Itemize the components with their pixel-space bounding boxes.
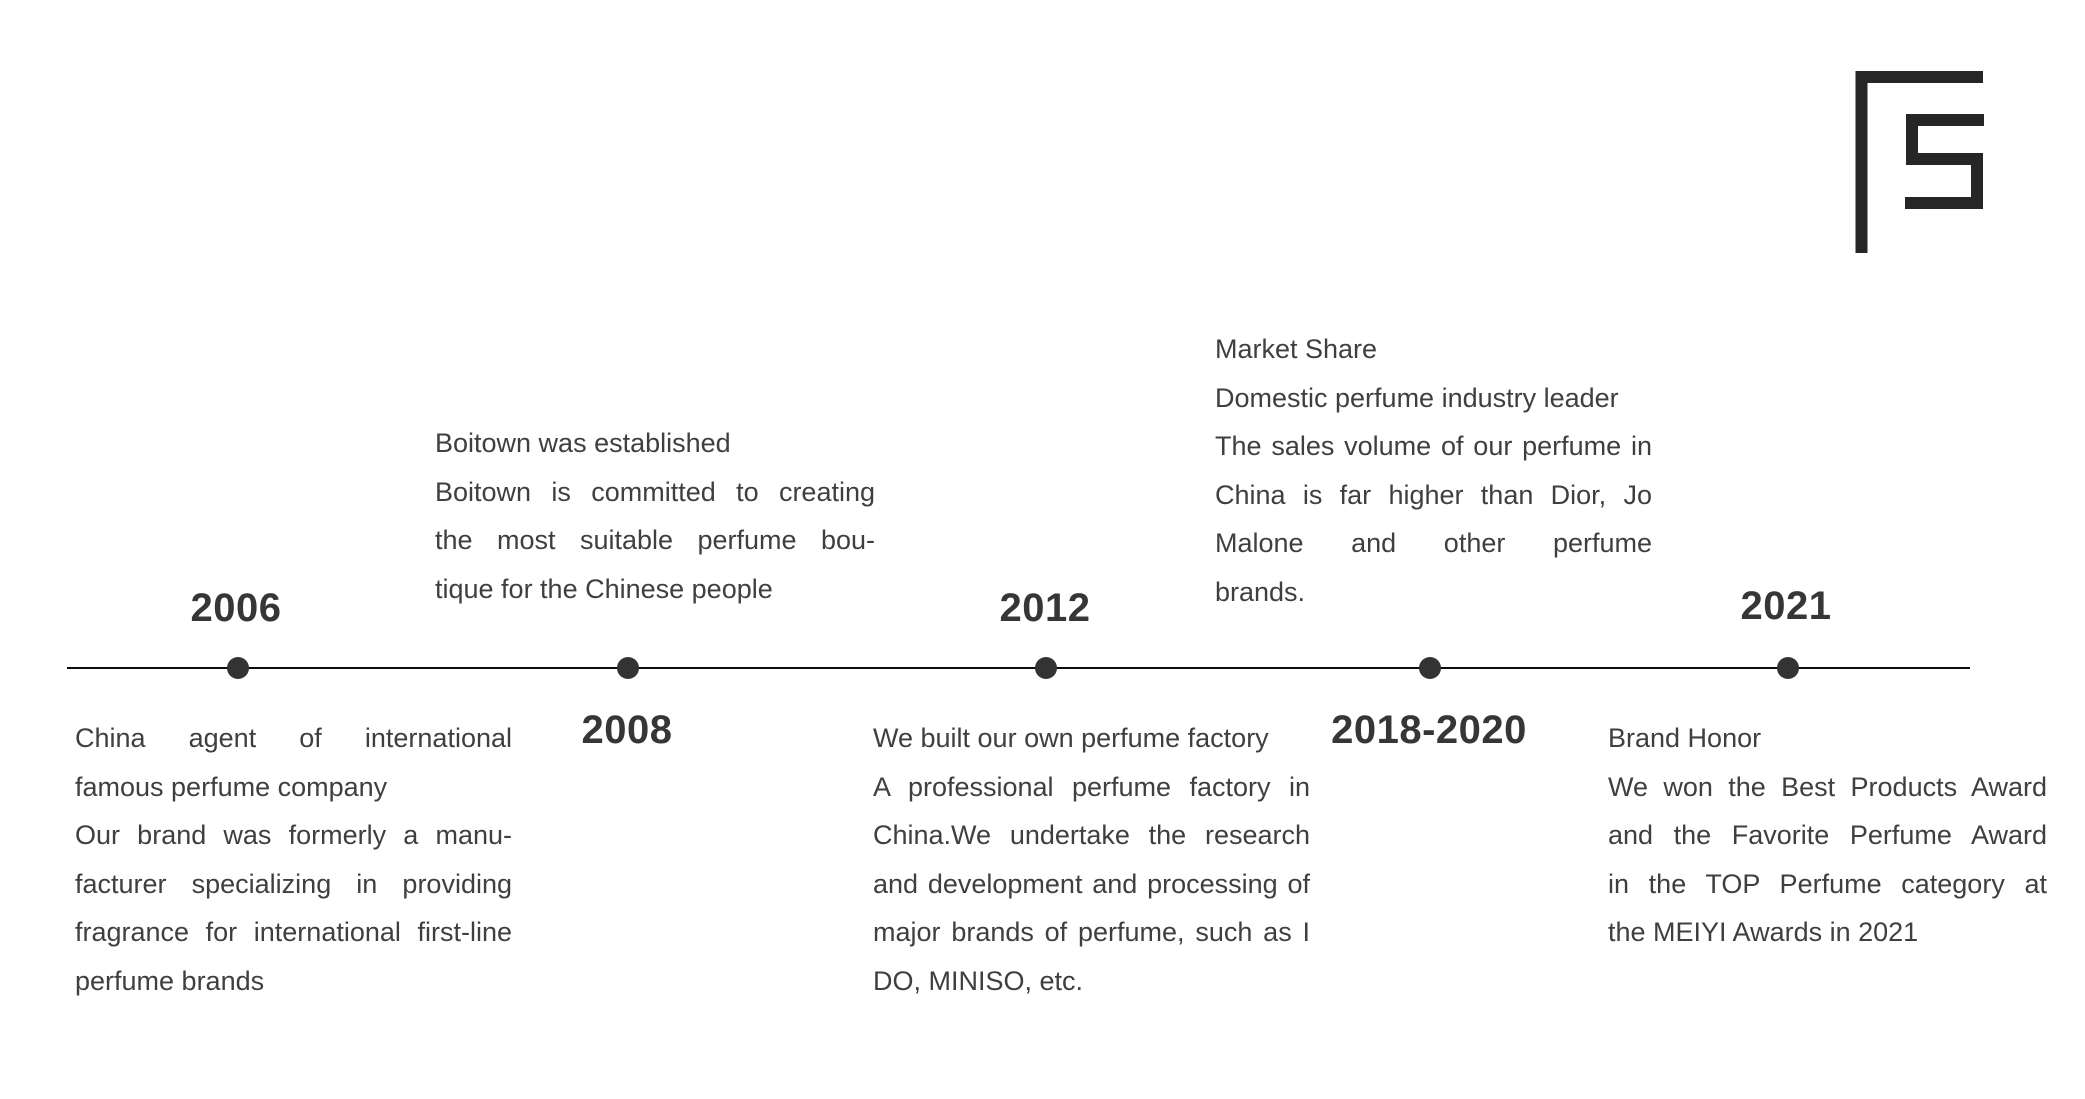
timeline-text-line: A professional perfume factory in <box>873 771 1310 802</box>
timeline-text-line: Brand Honor <box>1608 723 1762 753</box>
year-label-2021: 2021 <box>1740 584 1832 628</box>
timeline-text-line: Boitown is committed to creating <box>435 476 875 507</box>
year-label-2006: 2006 <box>190 586 282 630</box>
timeline-text-line: brands. <box>1215 576 1306 607</box>
timeline-dot-2012 <box>1035 657 1057 679</box>
timeline-text-line: DO, MINISO, etc. <box>873 965 1084 996</box>
timeline-text-line: fragrance for international first-line <box>75 917 512 947</box>
timeline-text-line: China agent of international <box>75 723 512 753</box>
year-label-2012: 2012 <box>999 586 1091 630</box>
timeline-text-line: and the Favorite Perfume Award <box>1608 820 2047 850</box>
timeline-text-line: and development and processing of <box>873 868 1310 899</box>
timeline-text-line: Boitown was established <box>435 428 731 458</box>
timeline-axis <box>67 667 1970 669</box>
timeline-text-line: The sales volume of our perfume in <box>1215 431 1652 461</box>
timeline-text-line: Market Share <box>1215 334 1378 364</box>
timeline-dot-2021 <box>1777 657 1799 679</box>
timeline-text-line: Domestic perfume industry leader <box>1215 382 1619 413</box>
timeline-text-line: in the TOP Perfume category at <box>1608 868 2047 899</box>
timeline-text-line: We won the Best Products Award <box>1608 771 2047 802</box>
milestone-text-2008: Boitown was established Boitown is commit… <box>435 419 875 613</box>
timeline-text-line: China.We undertake the research <box>873 820 1310 850</box>
timeline-text-line: Malone and other perfume <box>1215 528 1652 558</box>
milestone-text-2006: China agent of international famous perfu… <box>75 714 512 1005</box>
milestone-text-2018-2020: Market Share Domestic perfume industry le… <box>1215 325 1652 616</box>
timeline-text-line: famous perfume company <box>75 771 388 802</box>
timeline-text-line: perfume brands <box>75 965 265 996</box>
timeline-dot-2006 <box>227 657 249 679</box>
timeline-text-line: the most suitable perfume bou- <box>435 525 875 555</box>
timeline-text-line: major brands of perfume, such as I <box>873 917 1310 947</box>
timeline-text-line: China is far higher than Dior, Jo <box>1215 479 1652 510</box>
fs-logo-icon <box>1855 71 1984 253</box>
timeline-text-line: Our brand was formerly a manu- <box>75 820 512 850</box>
timeline-dot-2018-2020 <box>1419 657 1441 679</box>
timeline-dot-2008 <box>617 657 639 679</box>
year-label-2018-2020: 2018-2020 <box>1331 708 1527 752</box>
timeline-text-line: We built our own perfume factory <box>873 723 1269 753</box>
timeline-text-line: tique for the Chinese people <box>435 573 773 604</box>
milestone-text-2012: We built our own perfume factory A profes… <box>873 714 1310 1005</box>
year-label-2008: 2008 <box>581 708 673 752</box>
timeline-text-line: facturer specializing in providing <box>75 868 512 899</box>
milestone-text-2021: Brand Honor We won the Best Products Awar… <box>1608 714 2047 957</box>
timeline-text-line: the MEIYI Awards in 2021 <box>1608 917 1919 947</box>
